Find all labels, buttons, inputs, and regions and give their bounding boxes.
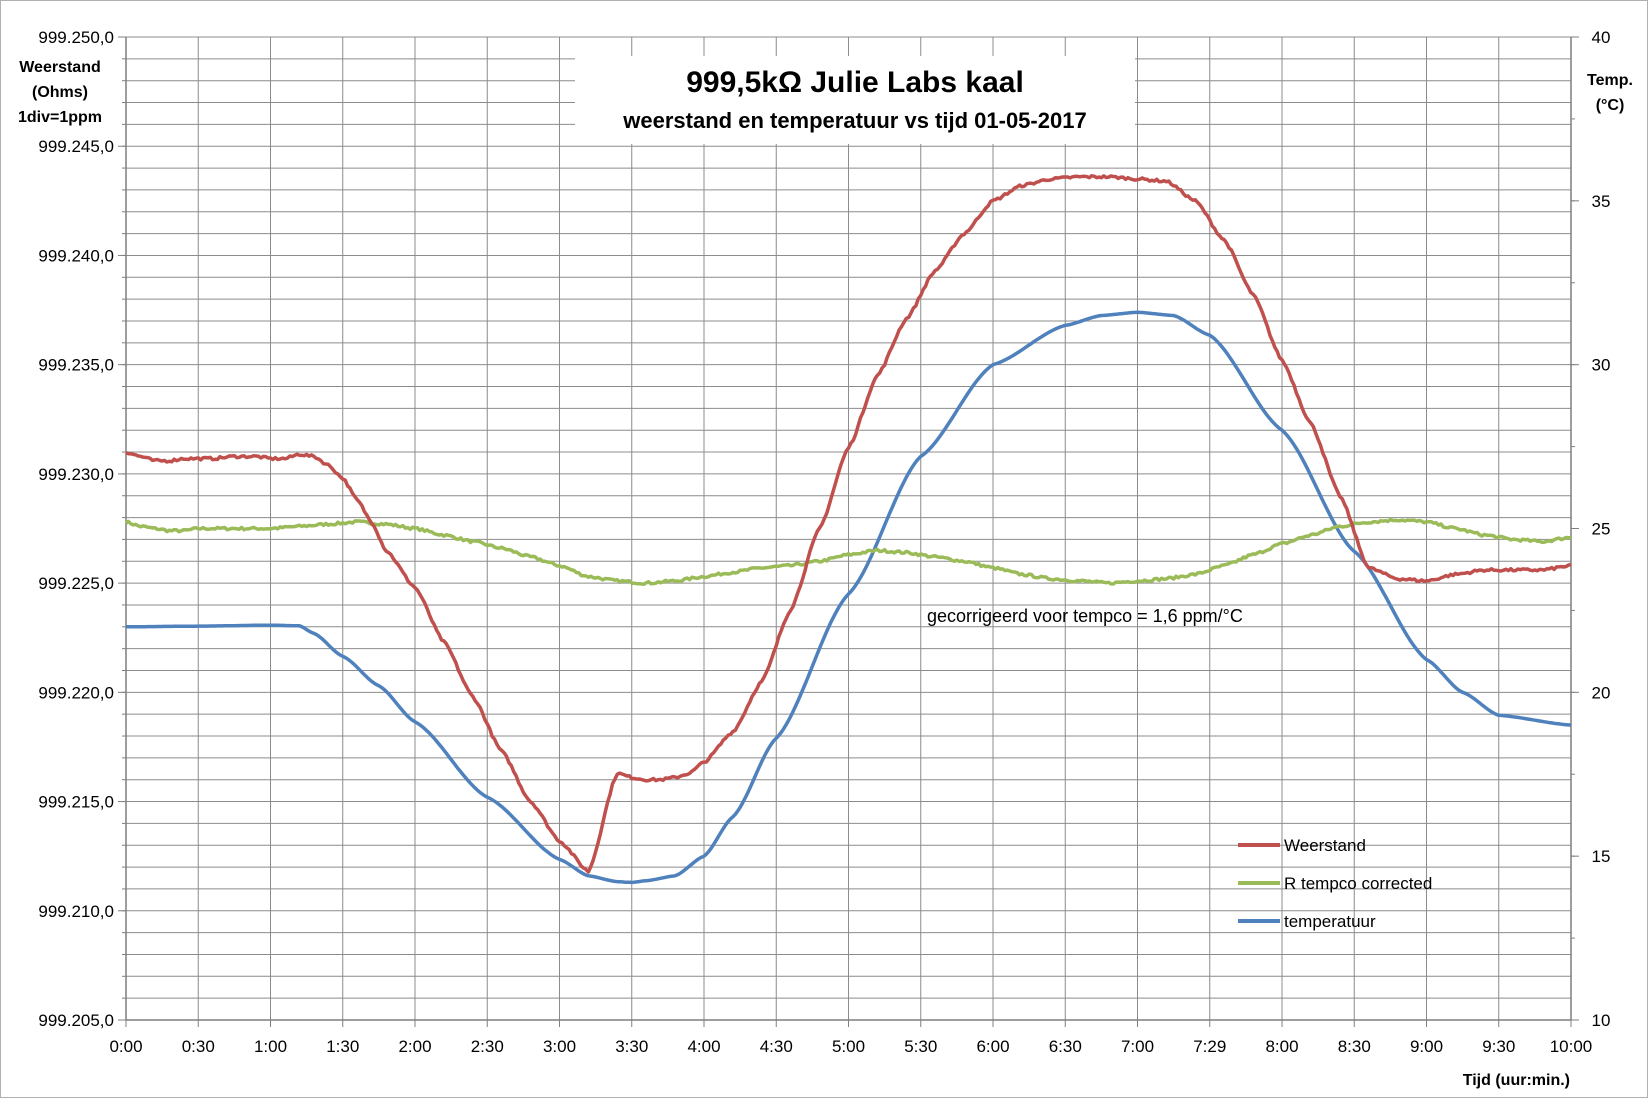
x-tick-label: 10:00 xyxy=(1550,1037,1593,1056)
chart-title: 999,5kΩ Julie Labs kaal xyxy=(686,66,1024,99)
y-left-tick-label: 999.225,0 xyxy=(38,574,114,593)
x-axis-label: Tijd (uur:min.) xyxy=(1463,1072,1570,1089)
legend-label-weerstand: Weerstand xyxy=(1284,836,1366,855)
y-right-tick-label: 20 xyxy=(1592,683,1611,702)
y-right-tick-label: 10 xyxy=(1592,1011,1611,1030)
x-tick-label: 9:30 xyxy=(1482,1037,1515,1056)
x-tick-label: 2:30 xyxy=(471,1037,504,1056)
x-tick-label: 4:00 xyxy=(687,1037,720,1056)
y-left-tick-label: 999.245,0 xyxy=(38,137,114,156)
x-tick-label: 0:00 xyxy=(109,1037,142,1056)
y-right-tick-label: 30 xyxy=(1592,356,1611,375)
x-tick-label: 6:30 xyxy=(1049,1037,1082,1056)
x-tick-label: 6:00 xyxy=(976,1037,1009,1056)
y-left-tick-label: 999.210,0 xyxy=(38,902,114,921)
y-left-tick-label: 999.235,0 xyxy=(38,356,114,375)
x-tick-label: 7:00 xyxy=(1121,1037,1154,1056)
y-right-label-line2: (°C) xyxy=(1596,97,1625,114)
x-tick-label: 9:00 xyxy=(1410,1037,1443,1056)
y-right-label-line1: Temp. xyxy=(1587,72,1633,89)
y-left-tick-label: 999.230,0 xyxy=(38,465,114,484)
y-right-tick-label: 25 xyxy=(1592,520,1611,539)
axes: 999.205,0 999.210,0 999.215,0 999.220,0 999.… xyxy=(38,28,1610,1056)
tempco-annotation: gecorrigeerd voor tempco = 1,6 ppm/°C xyxy=(927,606,1243,626)
legend-label-temperatuur: temperatuur xyxy=(1284,912,1376,931)
chart-subtitle: weerstand en temperatuur vs tijd 01-05-2… xyxy=(622,108,1086,133)
legend-label-r-tempco-corrected: R tempco corrected xyxy=(1284,874,1432,893)
x-tick-label: 5:30 xyxy=(904,1037,937,1056)
y-left-tick-label: 999.205,0 xyxy=(38,1011,114,1030)
x-tick-label: 2:00 xyxy=(398,1037,431,1056)
x-tick-label: 4:30 xyxy=(760,1037,793,1056)
x-tick-label: 3:00 xyxy=(543,1037,576,1056)
x-tick-label: 1:00 xyxy=(254,1037,287,1056)
y-left-tick-label: 999.240,0 xyxy=(38,246,114,265)
series-group xyxy=(124,174,1572,885)
y-left-label-line2: (Ohms) xyxy=(32,84,88,101)
title-box: 999,5kΩ Julie Labs kaal weerstand en tem… xyxy=(575,56,1135,144)
series-line-weerstand xyxy=(125,174,1572,874)
x-tick-label: 0:30 xyxy=(182,1037,215,1056)
y-right-tick-label: 40 xyxy=(1592,28,1611,47)
y-left-label-line3: 1div=1ppm xyxy=(18,109,102,126)
x-tick-label: 1:30 xyxy=(326,1037,359,1056)
x-tick-label: 8:00 xyxy=(1265,1037,1298,1056)
x-tick-label: 5:00 xyxy=(832,1037,865,1056)
series-line-r-tempco-corrected xyxy=(124,517,1571,587)
y-left-label-line1: Weerstand xyxy=(19,59,101,76)
x-tick-label: 7:29 xyxy=(1193,1037,1226,1056)
series-line-temperatuur xyxy=(126,310,1572,885)
y-left-tick-label: 999.220,0 xyxy=(38,683,114,702)
legend: Weerstand R tempco corrected temperatuur xyxy=(1238,836,1432,931)
y-left-tick-label: 999.250,0 xyxy=(38,28,114,47)
y-left-tick-label: 999.215,0 xyxy=(38,793,114,812)
y-right-tick-label: 15 xyxy=(1592,847,1611,866)
x-tick-label: 3:30 xyxy=(615,1037,648,1056)
title-background xyxy=(575,56,1135,144)
x-tick-label: 8:30 xyxy=(1338,1037,1371,1056)
y-right-tick-label: 35 xyxy=(1592,192,1611,211)
